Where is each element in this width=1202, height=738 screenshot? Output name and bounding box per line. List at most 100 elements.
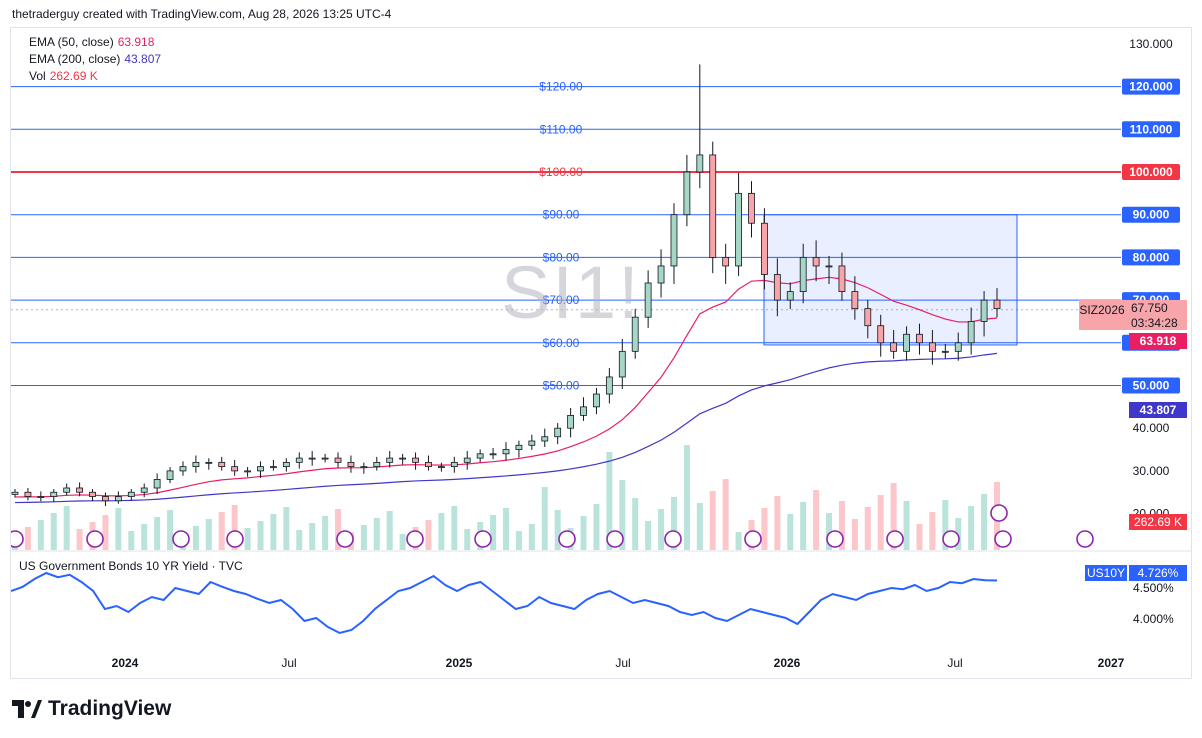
legend-volume[interactable]: Vol 262.69 K [29,69,98,83]
level-axis-label-50: 50.000 [1133,379,1170,393]
level-axis-badge-80 [1122,249,1180,266]
x-tick-jul: Jul [281,656,296,670]
candle-body-70 [916,333,923,344]
countdown-value: 03:34:28 [1131,316,1178,330]
candle-body-56 [735,192,742,267]
y-tick-130: 130.000 [1129,37,1173,51]
event-marker-icon-7 [558,530,576,548]
candle-body-32 [425,461,432,468]
ema200-line [14,352,998,504]
candle-body-5 [76,487,84,493]
level-axis-badge-120 [1122,78,1180,95]
level-axis-label-90: 90.000 [1133,208,1170,222]
tradingview-logo[interactable]: TradingView [12,697,171,721]
volume-bar-12 [167,510,174,550]
ema50-badge: 63.918 [1129,333,1187,349]
volume-bar-48 [632,498,639,550]
event-marker-icon-14 [994,530,1012,548]
candle-body-44 [580,406,587,416]
event-marker-icon-12 [886,530,904,548]
volume-bar-24 [322,516,329,550]
lower-pane-title[interactable]: US Government Bonds 10 YR Yield · TVC [19,559,243,573]
volume-bar-32 [425,520,432,550]
volume-bar-17 [231,505,238,550]
x-tick-jul: Jul [947,656,962,670]
volume-bar-18 [244,528,251,550]
candle-body-0 [11,491,19,495]
volume-bar-52 [683,445,690,550]
event-marker-icon-15 [1076,530,1094,548]
candle-body-33 [437,466,445,469]
volume-bar-2 [37,520,44,550]
candle-body-67 [877,325,885,344]
candle-body-37 [489,453,497,456]
candle-body-29 [386,457,394,463]
candle-body-15 [205,461,213,464]
volume-bar-46 [606,452,613,550]
legend-volume-value: 262.69 K [49,69,98,83]
candle-body-10 [140,487,148,493]
attribution: thetraderguy created with TradingView.co… [12,7,392,21]
candle-body-9 [127,491,135,497]
legend-ema50[interactable]: EMA (50, close) 63.918 [29,35,154,49]
candle-body-6 [89,491,96,497]
candle-body-65 [851,291,859,310]
volume-bar-58 [761,508,768,550]
candle-body-68 [890,342,898,352]
candle-body-3 [50,491,58,497]
tradingview-logo-icon [12,700,42,718]
volume-bar-53 [696,503,703,550]
candle-body-46 [605,376,613,395]
candle-body-14 [192,461,200,468]
event-marker-icon-5 [406,530,424,548]
ema200-badge: 43.807 [1129,402,1187,418]
candle-body-66 [864,308,872,327]
volume-bar-25 [335,509,342,550]
volume-bar-29 [386,511,393,550]
volume-bar-16 [218,512,225,550]
candle-body-7 [102,496,109,502]
volume-bar-34 [451,506,458,550]
volume-bar-67 [877,495,884,550]
level-label-50: $50.00 [543,379,580,393]
event-marker-icon-9 [664,530,682,548]
candle-body-73 [954,342,962,352]
last-price-value: 67.750 [1131,301,1168,315]
chart-canvas[interactable]: $120.00 120.000 $110.00 110.000 $100.00 100.0… [11,28,1191,678]
level-axis-badge-90 [1122,206,1180,223]
volume-bar-70 [916,524,923,550]
candle-body-4 [63,487,71,493]
level-label-90: $90.00 [543,208,580,222]
candle-body-55 [722,256,730,267]
candle-body-54 [709,154,717,258]
level-axis-label-100: 100.000 [1129,165,1173,179]
candle-body-63 [825,265,833,268]
level-label-60: $60.00 [543,336,580,350]
volume-bar-3 [50,513,57,550]
volume-bar-72 [942,500,949,550]
volume-bar-10 [141,524,148,550]
chart-frame[interactable]: $120.00 120.000 $110.00 110.000 $100.00 100.0… [10,27,1192,679]
y-tick-30: 30.000 [1133,464,1170,478]
symbol-badge: SIZ2026 [1079,302,1125,318]
legend-ema200[interactable]: EMA (200, close) 43.807 [29,52,161,66]
level-label-80: $80.00 [543,250,580,264]
volume-bar-23 [309,523,316,550]
legend-ema200-value: 43.807 [124,52,162,66]
x-tick-jul: Jul [615,656,630,670]
volume-bar-37 [490,515,497,550]
volume-bar-56 [735,532,742,550]
candle-body-60 [786,291,794,301]
candle-body-52 [683,171,691,216]
candle-body-11 [153,479,161,489]
volume-bar-20 [270,514,277,550]
x-tick-2026: 2026 [774,656,801,670]
candle-body-61 [799,256,807,292]
legend-ema200-label: EMA (200, close) [29,52,121,66]
volume-bar-5 [76,529,83,550]
volume-bar-54 [709,491,716,550]
candle-body-13 [179,466,187,472]
volume-bar-28 [373,518,380,550]
legend-ema50-value: 63.918 [117,35,155,49]
us10y-symbol-badge: US10Y [1085,565,1127,581]
